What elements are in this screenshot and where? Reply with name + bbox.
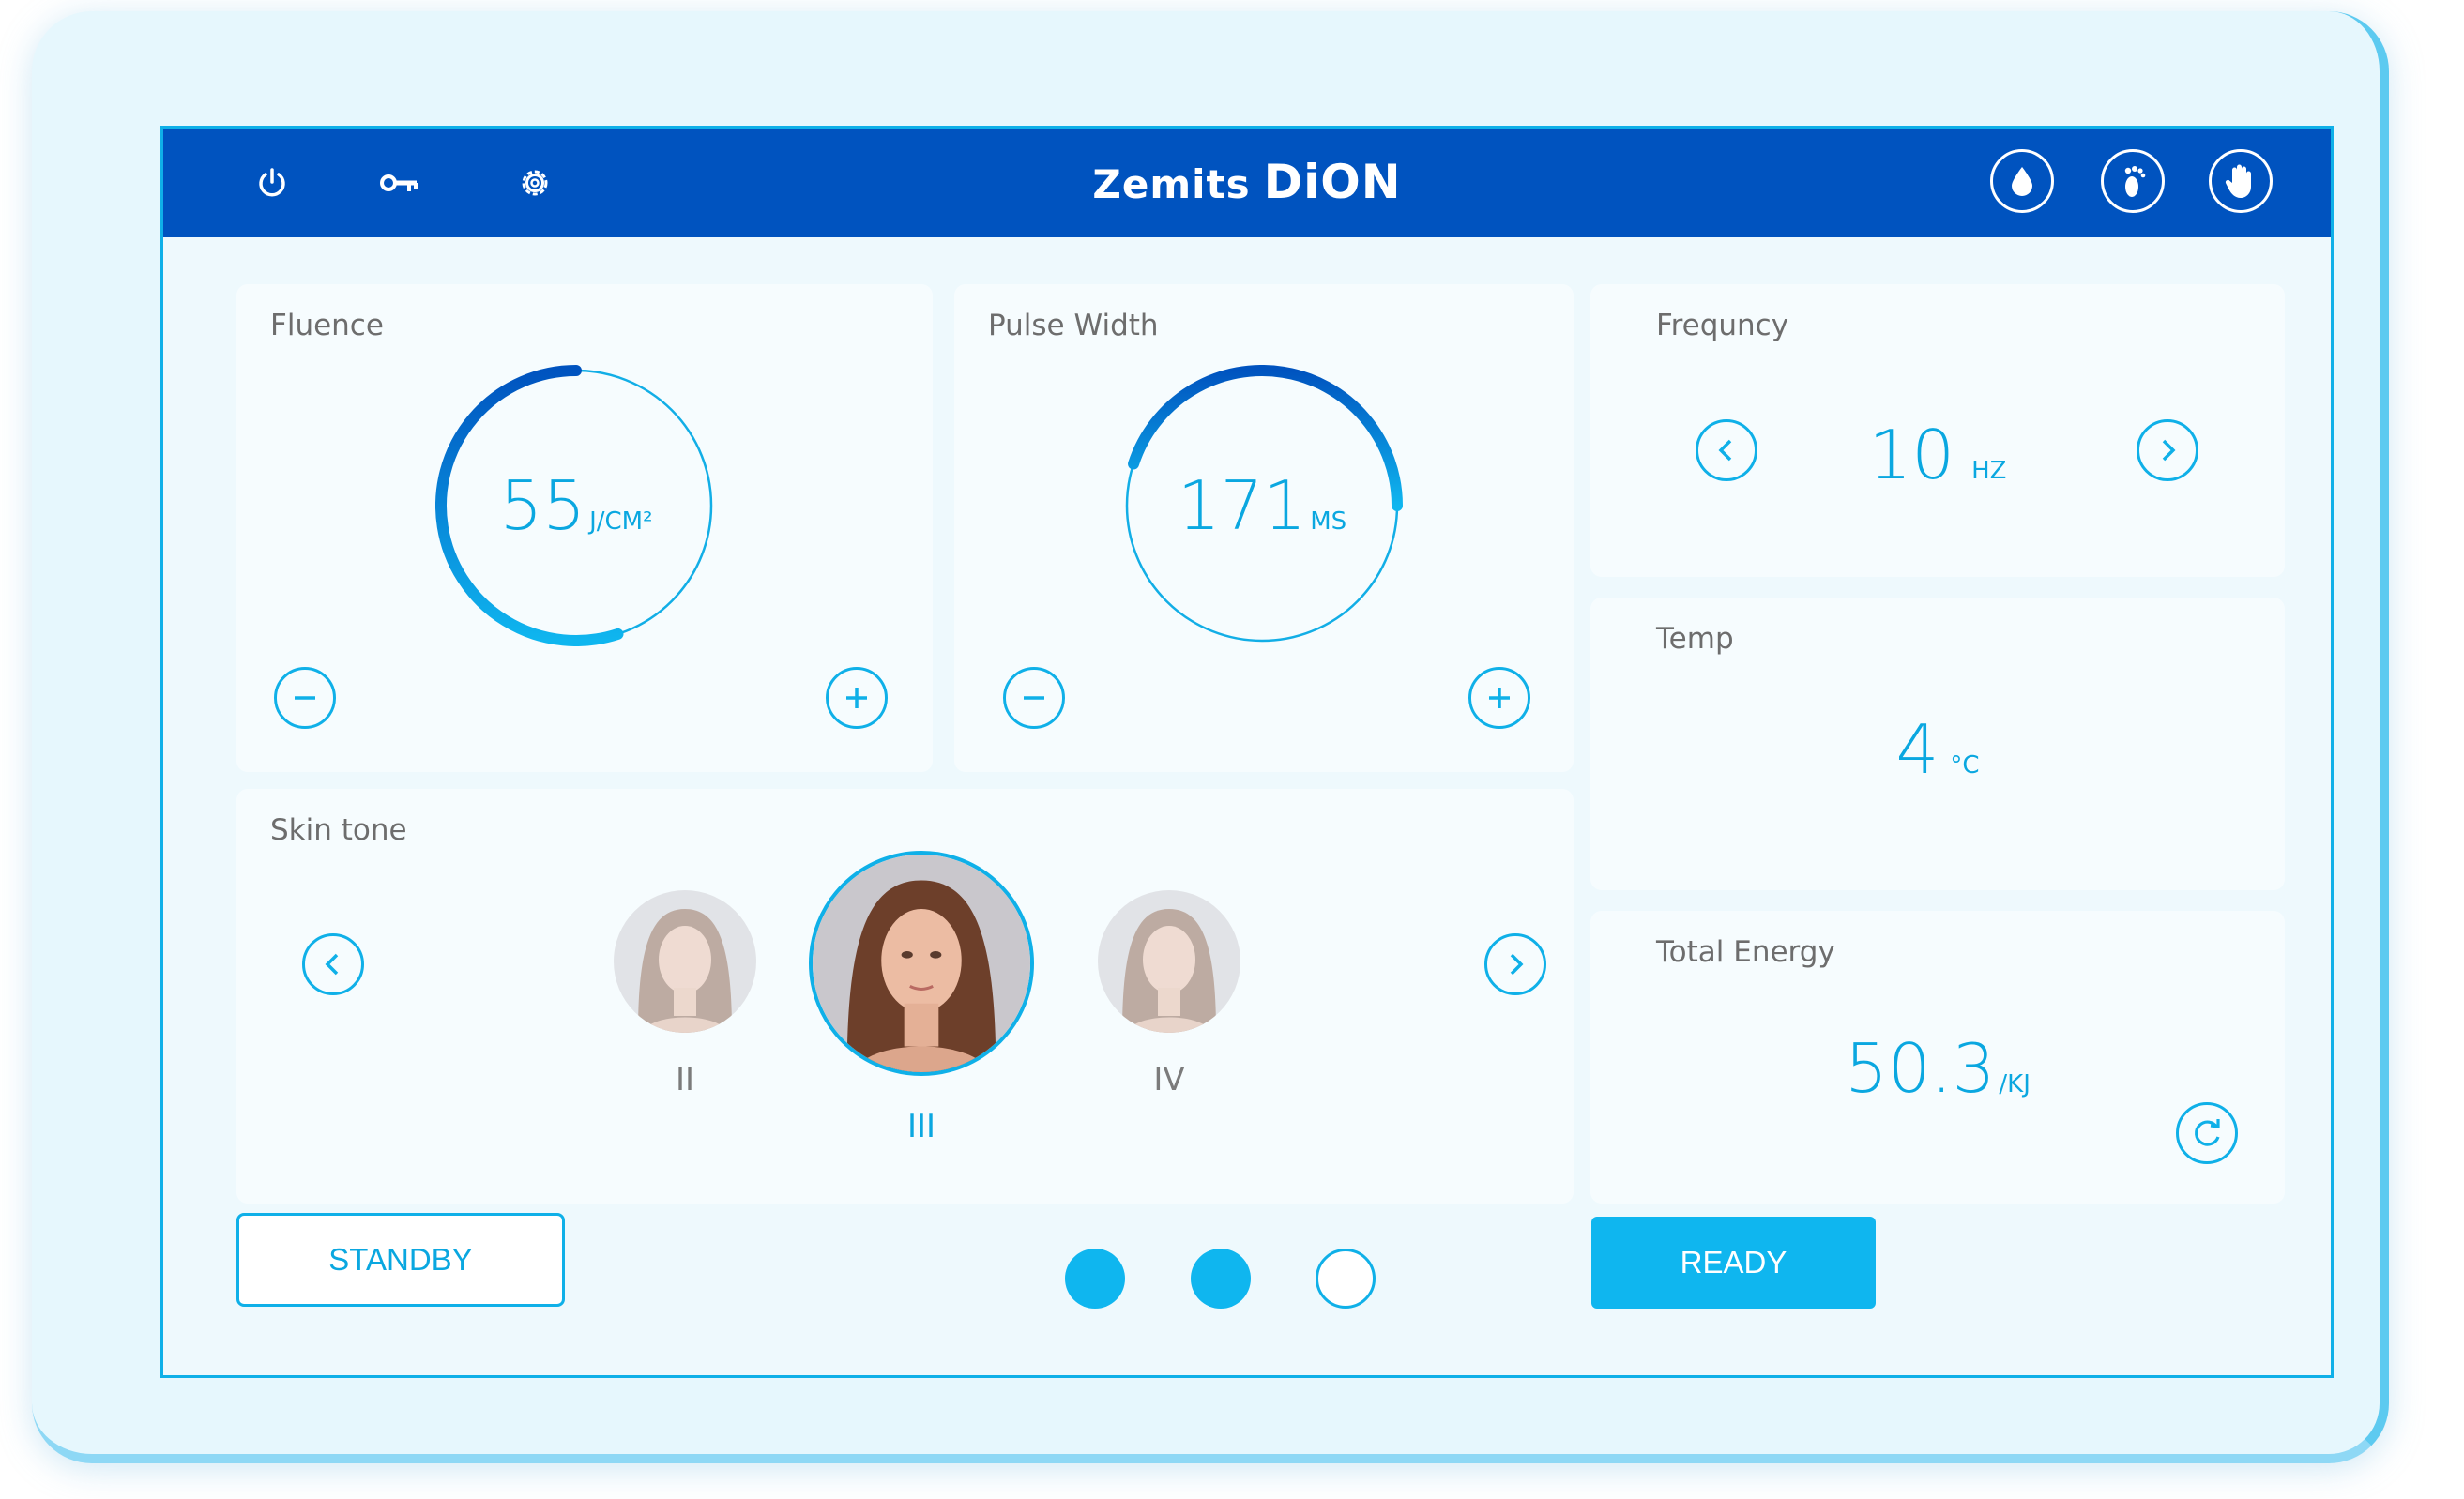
page-dot-1[interactable]	[1065, 1249, 1125, 1309]
page-dot-2[interactable]	[1191, 1249, 1251, 1309]
total-energy-value: 50.3	[1845, 1029, 1996, 1108]
pulse-width-label: Pulse Width	[988, 309, 1159, 342]
refresh-icon	[2195, 1119, 2220, 1146]
fluence-card: Fluence 55 J/CM²	[236, 284, 933, 772]
temp-card: Temp 4 °C	[1590, 598, 2285, 890]
brand-logo: Zemits DiON	[163, 155, 2331, 209]
total-energy-label: Total Energy	[1656, 935, 1835, 969]
skin-tone-option-iii-label: III	[906, 1108, 936, 1145]
face-thumbnail	[1098, 890, 1240, 1033]
foot-button[interactable]	[2101, 149, 2165, 213]
frequency-card: Frequncy 10 HZ	[1590, 284, 2285, 577]
pulse-width-value: 171	[1177, 466, 1307, 545]
skin-tone-label: Skin tone	[270, 813, 407, 847]
fluence-readout: 55 J/CM²	[435, 466, 717, 545]
frequency-unit: HZ	[1971, 457, 2007, 485]
temp-unit: °C	[1950, 751, 1980, 780]
temp-label: Temp	[1656, 622, 1734, 656]
skin-tone-option-iii-selected[interactable]	[809, 851, 1034, 1076]
skin-tone-option-iv-label: IV	[1153, 1061, 1185, 1098]
gear-icon[interactable]	[509, 157, 561, 209]
fluence-label: Fluence	[270, 309, 384, 342]
face-portrait	[813, 855, 1030, 1072]
frequency-prev-button[interactable]	[1696, 419, 1757, 481]
drop-button[interactable]	[1990, 149, 2054, 213]
plus-icon	[1489, 688, 1510, 708]
hand-icon	[2225, 164, 2251, 198]
total-energy-unit: /KJ	[1999, 1070, 2031, 1098]
minus-icon	[1024, 696, 1044, 700]
pulse-width-card: Pulse Width 171 MS	[954, 284, 1574, 772]
frequency-label: Frequncy	[1656, 309, 1789, 342]
fluence-value: 55	[499, 466, 586, 545]
skin-tone-option-ii[interactable]	[614, 890, 756, 1033]
skin-tone-prev-button[interactable]	[302, 933, 364, 995]
face-thumbnail	[614, 890, 756, 1033]
chevron-right-icon	[2162, 439, 2176, 462]
drop-icon	[2012, 167, 2032, 196]
chevron-left-icon	[1718, 439, 1732, 462]
temp-readout: 4 °C	[1590, 710, 2285, 789]
pulse-width-unit: MS	[1310, 507, 1347, 536]
frequency-value: 10	[1868, 416, 1955, 494]
minus-icon	[295, 696, 315, 700]
brand-word-dion: DiON	[1263, 155, 1402, 209]
fluence-increase-button[interactable]	[826, 667, 888, 729]
brand-word-zemits: Zemits	[1092, 161, 1251, 207]
key-icon[interactable]	[373, 157, 426, 209]
total-energy-card: Total Energy 50.3/KJ	[1590, 911, 2285, 1204]
fluence-decrease-button[interactable]	[274, 667, 336, 729]
standby-button[interactable]: STANDBY	[236, 1213, 565, 1307]
pulse-width-increase-button[interactable]	[1468, 667, 1530, 729]
fluence-arc	[435, 365, 624, 646]
frequency-next-button[interactable]	[2137, 419, 2198, 481]
total-energy-readout: 50.3/KJ	[1590, 1029, 2285, 1108]
pulse-width-readout: 171 MS	[1121, 466, 1403, 545]
fluence-unit: J/CM²	[589, 507, 653, 536]
top-bar: Zemits DiON	[163, 129, 2331, 237]
pulse-width-decrease-button[interactable]	[1003, 667, 1065, 729]
skin-tone-card: Skin tone II	[236, 789, 1574, 1204]
device-frame: Zemits DiON Fluence 55 J/C	[32, 11, 2389, 1463]
frequency-readout: 10 HZ	[1590, 416, 2285, 494]
chevron-right-icon	[1510, 953, 1524, 976]
ready-button[interactable]: READY	[1591, 1217, 1876, 1309]
temp-value: 4	[1895, 710, 1939, 789]
page-dot-3[interactable]	[1316, 1249, 1376, 1309]
skin-tone-option-iv[interactable]	[1098, 890, 1240, 1033]
pulse-width-dial[interactable]: 171 MS	[1121, 365, 1403, 646]
reset-energy-button[interactable]	[2176, 1102, 2238, 1164]
fluence-dial[interactable]: 55 J/CM²	[435, 365, 717, 646]
power-icon[interactable]	[246, 157, 298, 209]
chevron-left-icon	[325, 953, 339, 976]
screen: Zemits DiON Fluence 55 J/C	[160, 126, 2334, 1378]
skin-tone-option-ii-label: II	[675, 1061, 695, 1098]
pulse-width-arc	[1128, 365, 1403, 511]
plus-icon	[846, 688, 867, 708]
hand-button[interactable]	[2209, 149, 2273, 213]
foot-icon	[2124, 166, 2146, 197]
skin-tone-next-button[interactable]	[1484, 933, 1546, 995]
